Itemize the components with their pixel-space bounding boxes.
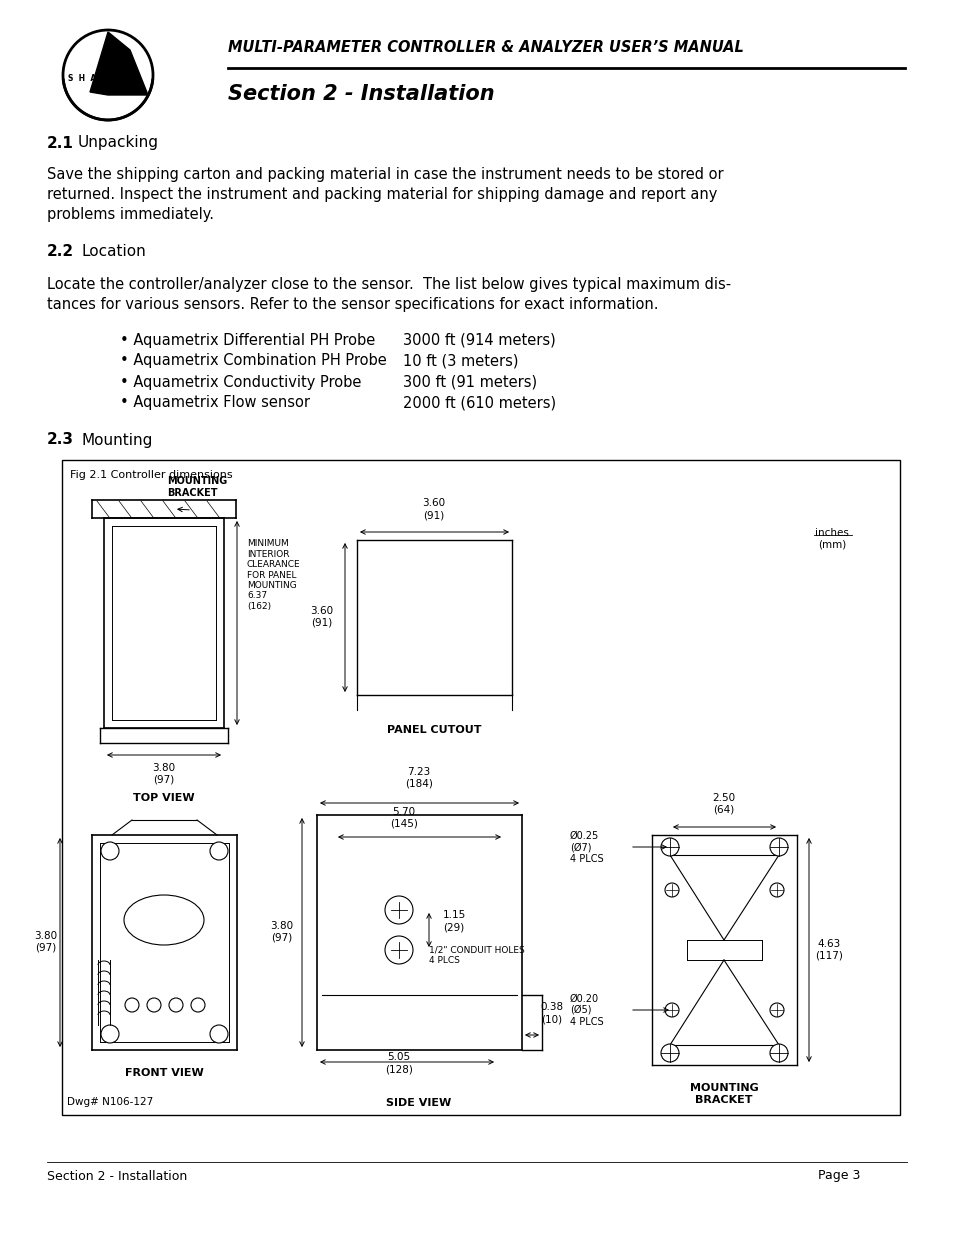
Text: • Aquametrix Differential PH Probe: • Aquametrix Differential PH Probe [120,332,375,347]
Circle shape [769,839,787,856]
Circle shape [385,897,413,924]
Text: PANEL CUTOUT: PANEL CUTOUT [386,725,480,735]
Text: MINIMUM
INTERIOR
CLEARANCE
FOR PANEL
MOUNTING
6.37
(162): MINIMUM INTERIOR CLEARANCE FOR PANEL MOU… [247,540,300,610]
Circle shape [769,1044,787,1062]
Text: 2.2: 2.2 [47,245,74,259]
Text: 2.3: 2.3 [47,432,74,447]
Circle shape [385,936,413,965]
Text: 1.15
(29): 1.15 (29) [442,910,465,932]
Circle shape [664,883,679,897]
Text: Fig 2.1 Controller dimensions: Fig 2.1 Controller dimensions [70,471,233,480]
Circle shape [210,842,228,860]
Text: Section 2 - Installation: Section 2 - Installation [47,1170,187,1182]
Text: 300 ft (91 meters): 300 ft (91 meters) [402,374,537,389]
Circle shape [769,1003,783,1016]
Circle shape [191,998,205,1011]
Text: Section 2 - Installation: Section 2 - Installation [228,84,494,104]
Circle shape [101,842,119,860]
Text: Ø0.20
(Ø5)
4 PLCS: Ø0.20 (Ø5) 4 PLCS [569,993,603,1026]
Text: 3.80
(97): 3.80 (97) [270,921,294,942]
Text: MOUNTING
BRACKET: MOUNTING BRACKET [689,1083,758,1104]
Text: 3.80
(97): 3.80 (97) [152,763,175,784]
Text: Location: Location [82,245,147,259]
Text: MOUNTING
BRACKET: MOUNTING BRACKET [167,477,227,498]
Text: Dwg# N106-127: Dwg# N106-127 [67,1097,153,1107]
Text: Save the shipping carton and packing material in case the instrument needs to be: Save the shipping carton and packing mat… [47,168,723,183]
Text: 7.23
(184): 7.23 (184) [405,767,433,789]
Circle shape [101,1025,119,1044]
Text: 3.60
(91): 3.60 (91) [422,499,445,520]
Bar [62,459,899,1115]
Text: Locate the controller/analyzer close to the sensor.  The list below gives typica: Locate the controller/analyzer close to … [47,277,730,291]
Ellipse shape [124,895,204,945]
Polygon shape [90,32,148,95]
Circle shape [660,839,679,856]
Text: Ø0.25
(Ø7)
4 PLCS: Ø0.25 (Ø7) 4 PLCS [569,830,603,863]
Text: tances for various sensors. Refer to the sensor specifications for exact informa: tances for various sensors. Refer to the… [47,296,658,311]
Text: 2000 ft (610 meters): 2000 ft (610 meters) [402,395,556,410]
Text: FRONT VIEW: FRONT VIEW [125,1068,203,1078]
Circle shape [125,998,139,1011]
Text: • Aquametrix Conductivity Probe: • Aquametrix Conductivity Probe [120,374,361,389]
Text: MULTI-PARAMETER CONTROLLER & ANALYZER USER’S MANUAL: MULTI-PARAMETER CONTROLLER & ANALYZER US… [228,41,743,56]
Text: 10 ft (3 meters): 10 ft (3 meters) [402,353,518,368]
Text: 5.70
(145): 5.70 (145) [390,808,417,829]
Circle shape [660,1044,679,1062]
Text: 3000 ft (914 meters): 3000 ft (914 meters) [402,332,556,347]
Text: • Aquametrix Flow sensor: • Aquametrix Flow sensor [120,395,310,410]
Text: Page 3: Page 3 [817,1170,860,1182]
Circle shape [63,30,152,120]
Circle shape [664,1003,679,1016]
Text: 3.60
(91): 3.60 (91) [310,606,334,627]
Text: 1/2" CONDUIT HOLES
4 PLCS: 1/2" CONDUIT HOLES 4 PLCS [429,945,524,965]
Text: 4.63
(117): 4.63 (117) [814,939,842,961]
Text: • Aquametrix Combination PH Probe: • Aquametrix Combination PH Probe [120,353,386,368]
Circle shape [769,883,783,897]
Text: S  H  A  R  K: S H A R K [68,74,118,83]
Circle shape [169,998,183,1011]
Text: Unpacking: Unpacking [78,136,159,151]
Text: 2.50
(64): 2.50 (64) [712,793,735,815]
Circle shape [147,998,161,1011]
Text: 5.05
(128): 5.05 (128) [385,1052,413,1074]
Text: returned. Inspect the instrument and packing material for shipping damage and re: returned. Inspect the instrument and pac… [47,188,717,203]
Text: problems immediately.: problems immediately. [47,207,213,222]
Circle shape [210,1025,228,1044]
Text: 3.80
(97): 3.80 (97) [34,931,57,952]
Text: inches
(mm): inches (mm) [814,529,848,550]
Text: Mounting: Mounting [82,432,153,447]
Text: 2.1: 2.1 [47,136,73,151]
Text: 0.38
(10): 0.38 (10) [539,1003,563,1024]
Text: SIDE VIEW: SIDE VIEW [386,1098,451,1108]
Text: TOP VIEW: TOP VIEW [133,793,194,803]
